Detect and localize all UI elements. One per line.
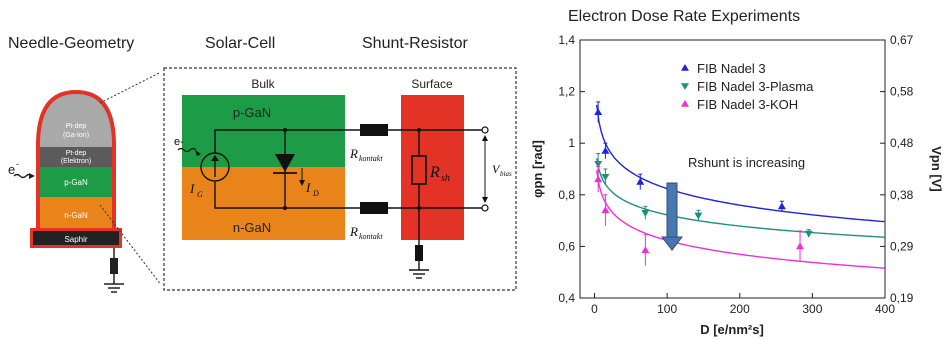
circuit-electron-arrow xyxy=(177,147,197,153)
r-kontakt-bottom-label: R xyxy=(349,224,358,239)
needle-label-n-gan: n-GaN xyxy=(64,211,88,220)
needle-layer-saphir xyxy=(33,231,119,245)
y-tick-label: 1,4 xyxy=(558,33,575,47)
needle-ground-resistor xyxy=(110,258,118,274)
x-tick-label: 100 xyxy=(657,302,677,316)
legend-marker xyxy=(681,64,689,71)
needle-label-p-gan: p-GaN xyxy=(64,178,88,187)
y2-tick-label: 0,19 xyxy=(890,291,914,305)
dose-rate-chart: 0 100 200 300 400 0,4 0,19 0,6 0,29 0,8 0,38 1 0,48 1… xyxy=(530,33,943,337)
legend-entry: FIB Nadel 3-Plasma xyxy=(697,79,814,94)
legend-marker xyxy=(681,100,689,107)
legend-entry: FIB Nadel 3-KOH xyxy=(697,97,798,112)
y-tick-label: 0,4 xyxy=(558,291,575,305)
legend-marker xyxy=(681,83,689,90)
data-point xyxy=(641,246,650,254)
r-kontakt-top xyxy=(360,124,388,136)
needle-label-pt-el-2: (Elektron) xyxy=(61,158,91,165)
r-kontakt-top-label: R xyxy=(349,146,358,161)
data-point xyxy=(601,173,610,181)
id-label: I xyxy=(305,180,311,195)
id-subscript: D xyxy=(312,189,319,198)
y2-tick-label: 0,58 xyxy=(890,85,914,99)
y2-tick-label: 0,29 xyxy=(890,239,914,253)
y2-tick-label: 0,48 xyxy=(890,136,914,150)
x-tick-label: 400 xyxy=(875,302,895,316)
y2-tick-label: 0,38 xyxy=(890,188,914,202)
p-gan-label: p-GaN xyxy=(233,105,271,120)
data-point xyxy=(636,177,645,185)
annotation-text: Rshunt is increasing xyxy=(688,155,805,170)
zoom-lines xyxy=(99,71,160,285)
diode-symbol xyxy=(275,154,295,172)
fit-curve xyxy=(596,158,885,238)
needle-outline xyxy=(36,89,116,232)
x-tick-label: 300 xyxy=(802,302,822,316)
ig-label: I xyxy=(189,181,195,196)
r-shunt xyxy=(411,155,427,185)
y2-tick-label: 0,67 xyxy=(890,33,914,47)
data-point xyxy=(796,242,805,250)
needle-layer-pt-elektron xyxy=(38,147,114,167)
fit-curve xyxy=(596,170,885,269)
y-axis-right-label: Vpn [V] xyxy=(929,146,943,192)
surface-ground-resistor xyxy=(415,245,423,261)
needle-layer-p-gan xyxy=(38,167,114,197)
fit-curve xyxy=(596,104,885,223)
bulk-label: Bulk xyxy=(251,77,275,91)
r-kontakt-bottom-subscript: kontakt xyxy=(359,232,383,241)
r-shunt-label: R xyxy=(429,164,440,181)
data-point xyxy=(641,210,650,217)
data-point xyxy=(594,108,603,116)
v-bias-label: V xyxy=(492,162,501,176)
y-tick-label: 1,2 xyxy=(558,85,575,99)
data-point xyxy=(594,161,603,168)
current-source-symbol xyxy=(200,152,230,182)
y-tick-label: 0,8 xyxy=(558,188,575,202)
data-point xyxy=(594,175,603,183)
needle-label-pt-el-1: Pt-dep xyxy=(66,150,87,157)
data-point xyxy=(601,206,610,214)
shunt-resistor-heading: Shunt-Resistor xyxy=(362,35,468,52)
y-axis-left-label: φpn [rad] xyxy=(530,140,545,198)
data-point xyxy=(777,202,786,210)
zoom-box xyxy=(163,67,517,291)
needle-diagram: Pt-dep (Ga-Ion) Pt-dep (Elektron) p-GaN … xyxy=(8,71,160,293)
data-point xyxy=(601,146,610,154)
x-axis-label: D [e/nm²s] xyxy=(700,322,764,337)
circuit-diagram: Bulk Surface p-GaN n-GaN e- I G I D R ko… xyxy=(163,67,517,291)
needle-layer-n-gan xyxy=(38,197,114,232)
ig-subscript: G xyxy=(197,190,203,199)
r-kontakt-bottom xyxy=(360,202,388,214)
r-shunt-subscript: sh xyxy=(441,173,450,184)
terminal-bottom xyxy=(481,204,489,212)
solar-cell-heading: Solar-Cell xyxy=(205,35,276,52)
needle-label-pt-ga-1: Pt-dep xyxy=(66,123,87,130)
chart-title: Electron Dose Rate Experiments xyxy=(568,8,801,25)
needle-electron-label: e xyxy=(8,162,15,177)
terminal-top xyxy=(481,126,489,134)
plot-frame xyxy=(579,39,886,299)
y-tick-label: 1 xyxy=(568,136,575,150)
r-kontakt-top-subscript: kontakt xyxy=(359,154,383,163)
circuit-electron-label: e- xyxy=(174,136,184,148)
data-point xyxy=(804,230,813,238)
x-tick-label: 0 xyxy=(591,302,598,316)
v-bias-subscript: bias xyxy=(500,170,512,178)
needle-electron-sign: - xyxy=(16,159,19,169)
needle-label-saphir: Saphir xyxy=(64,235,87,244)
x-tick-label: 200 xyxy=(730,302,750,316)
annotation-arrow xyxy=(660,182,684,251)
data-point xyxy=(694,212,703,220)
surface-label: Surface xyxy=(411,77,453,91)
circuit-wires xyxy=(214,129,482,279)
needle-label-pt-ga-2: (Ga-Ion) xyxy=(63,132,89,139)
n-gan-label: n-GaN xyxy=(233,220,271,235)
y-tick-label: 0,6 xyxy=(558,239,575,253)
needle-geometry-heading: Needle-Geometry xyxy=(8,35,135,52)
legend-entry: FIB Nadel 3 xyxy=(697,61,766,76)
